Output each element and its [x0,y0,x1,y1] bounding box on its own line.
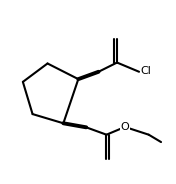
Text: Cl: Cl [140,66,151,76]
Text: O: O [121,122,129,132]
